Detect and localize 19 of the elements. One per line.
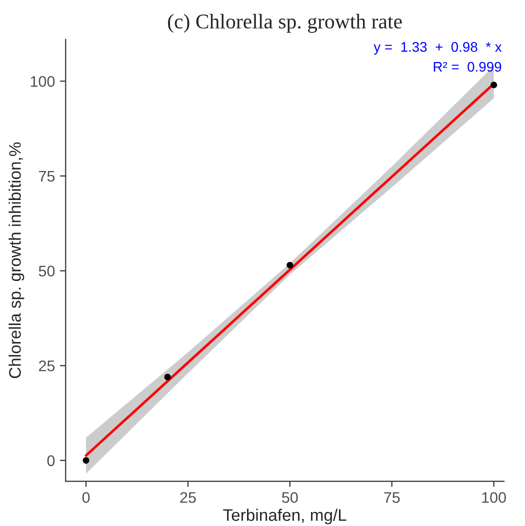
x-tick-label: 0 (82, 492, 90, 503)
point (286, 262, 294, 268)
x-tick-label: 100 (482, 492, 506, 503)
y-tick-label: 0 (47, 455, 55, 466)
annotation: R² = 0.999 (434, 62, 502, 72)
y-tick-label: 100 (30, 76, 55, 87)
point (164, 374, 171, 380)
chart-title: (c) Chlorella sp. growth rate (168, 14, 402, 33)
annotation: y = 1.33 + 0.98 * x (374, 42, 502, 55)
y-axis-title: Chlorella sp. growth inhibition,% (8, 142, 24, 378)
point (82, 457, 90, 464)
y-tick-label: 25 (38, 360, 55, 372)
x-tick-label: 75 (384, 492, 400, 503)
y-tick-label: 50 (38, 266, 55, 276)
y-tick-label: 75 (39, 171, 55, 182)
x-axis-title: Terbinafen, mg/L (223, 508, 346, 524)
point (490, 82, 498, 88)
x-tick-label: 25 (180, 492, 196, 503)
x-tick-label: 50 (282, 492, 298, 503)
